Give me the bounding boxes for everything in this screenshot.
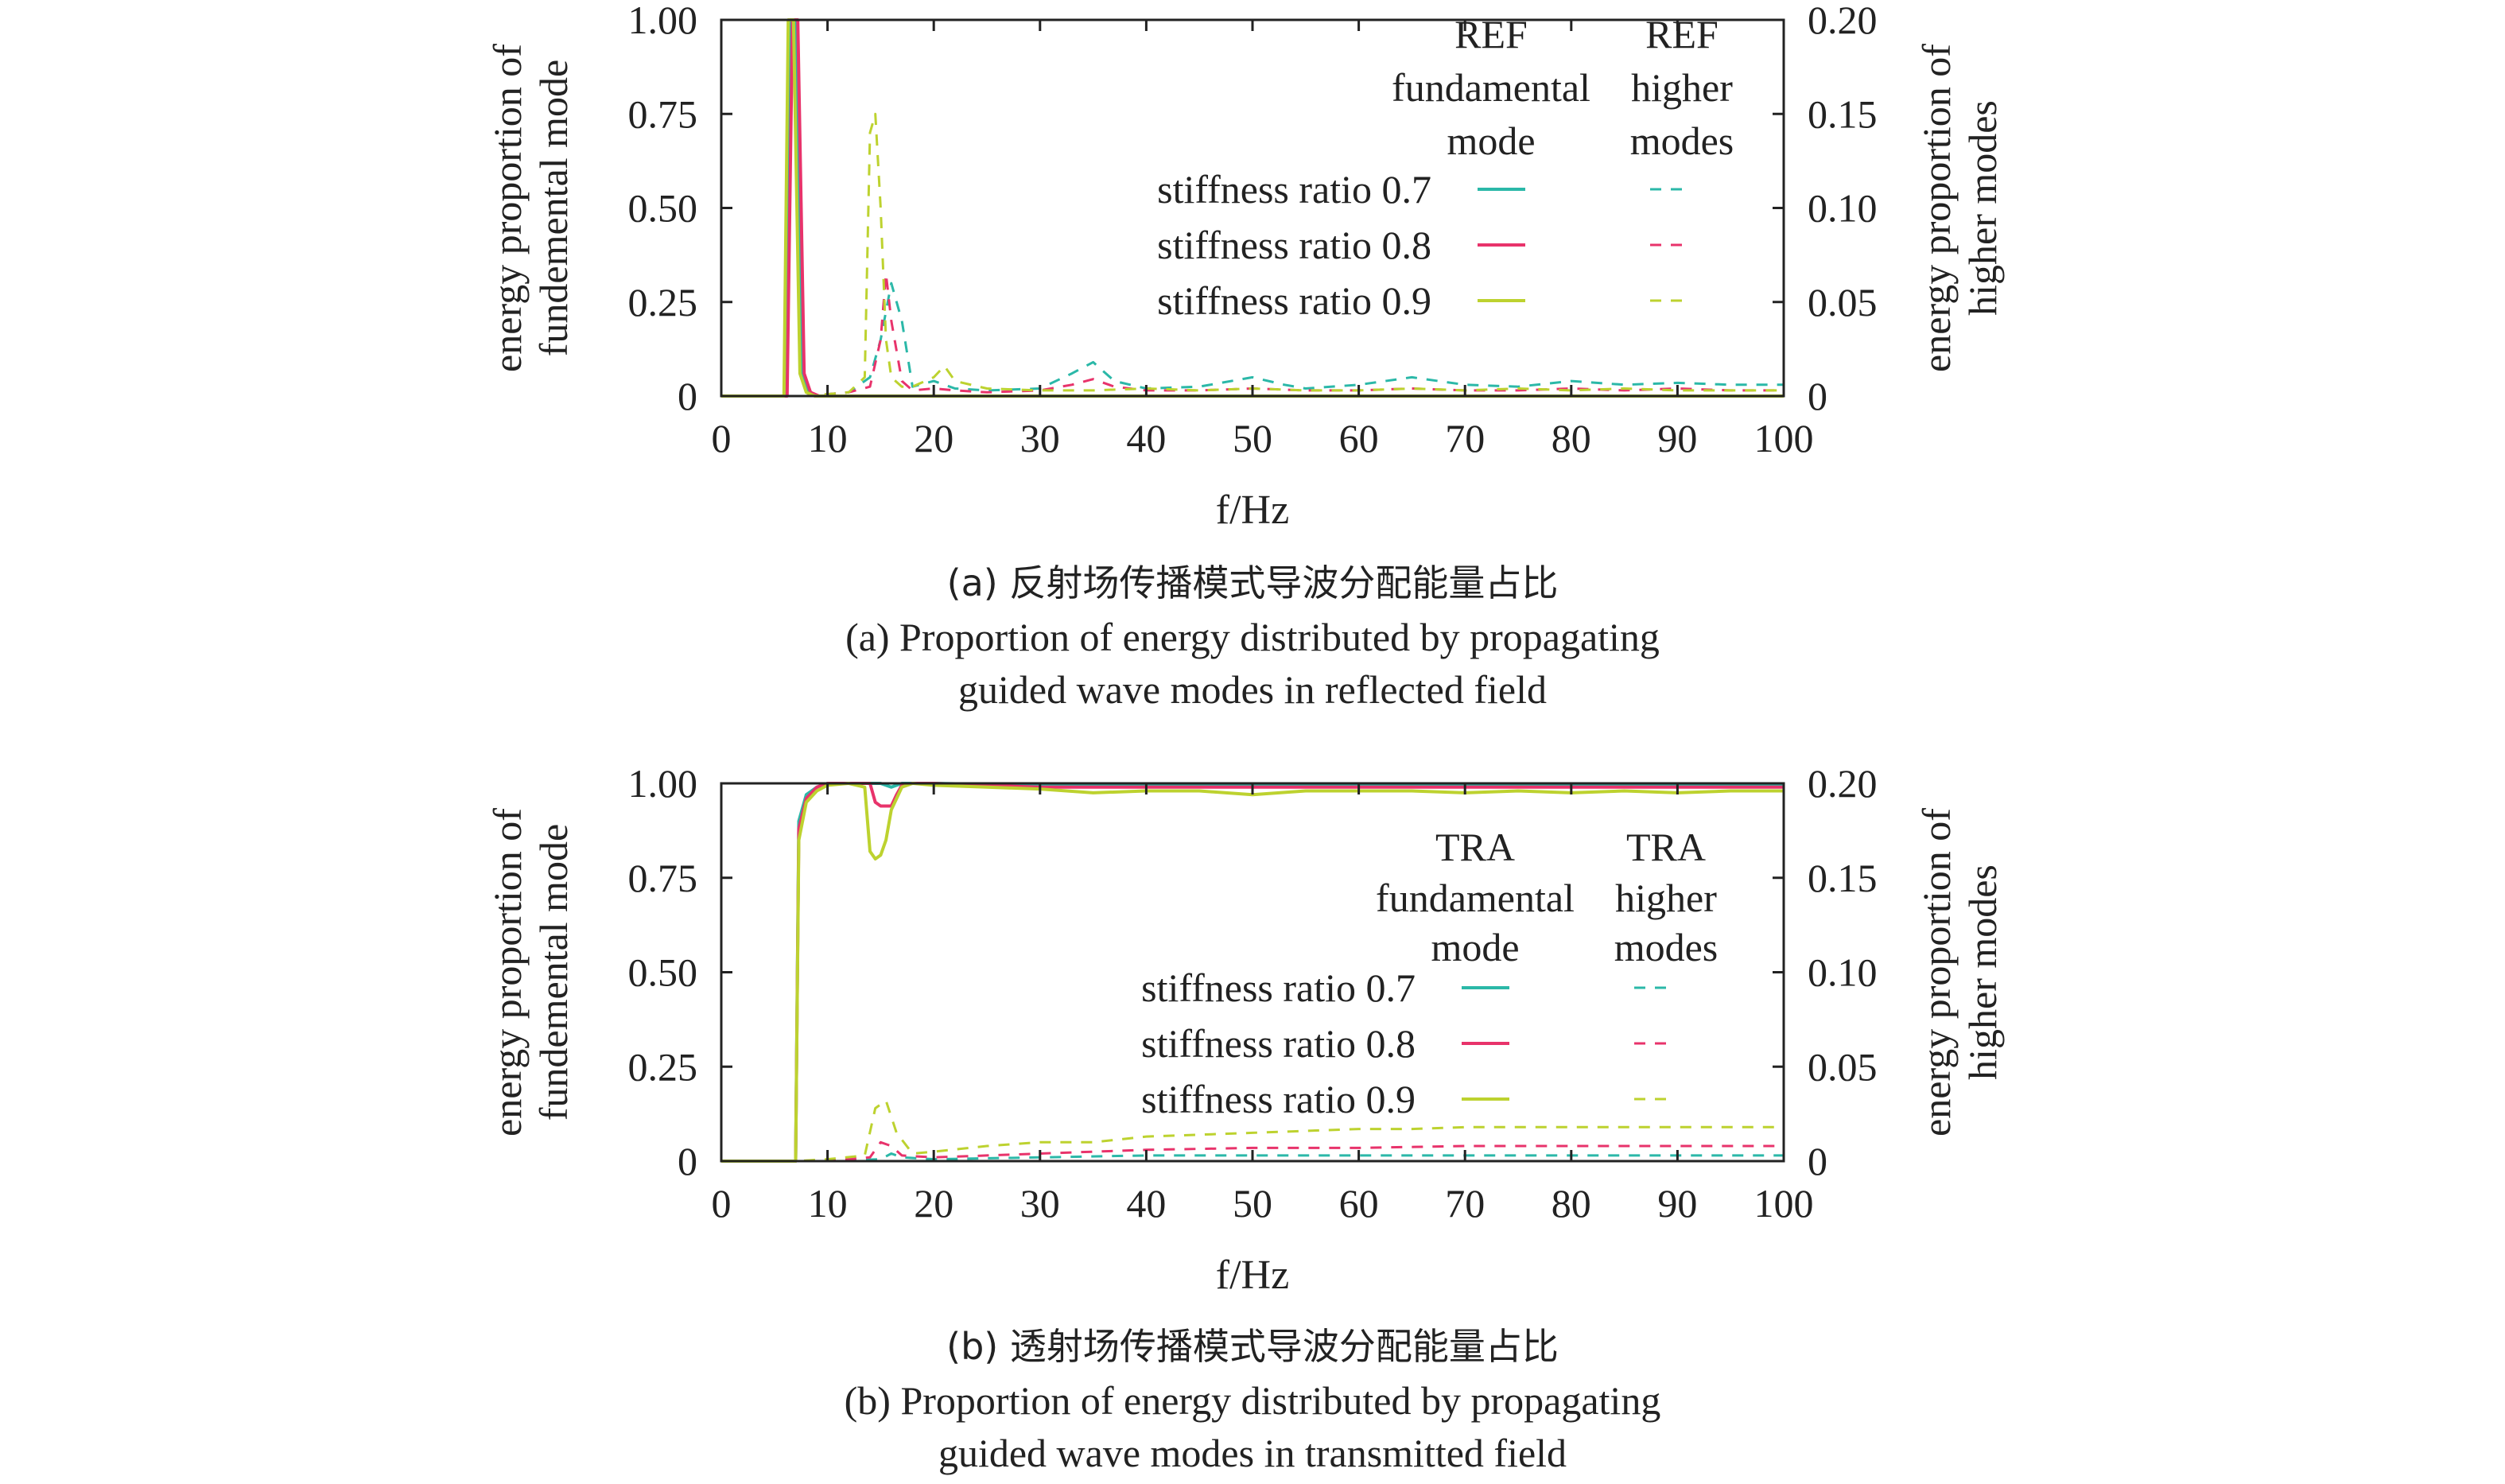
x-axis-label-b: f/Hz (1216, 1253, 1289, 1298)
x-tick-label-a-7: 70 (1445, 416, 1485, 460)
legend-a-label-1: stiffness ratio 0.8 (1157, 223, 1431, 267)
legend-a-fundamental-title-1: fundamental (1392, 65, 1590, 110)
legend-a-fundamental-title-2: mode (1447, 118, 1535, 163)
series-a-higher-0 (721, 282, 1784, 398)
series-a-fundamental-0 (721, 18, 1784, 398)
x-tick-label-a-6: 60 (1339, 416, 1379, 460)
x-tick-label-b-7: 70 (1445, 1181, 1485, 1226)
plot-frame-a (720, 18, 1785, 398)
legend-a-higher-title-1: higher (1631, 65, 1733, 110)
y-axis-label-right-b-1: higher modes (1960, 864, 2005, 1080)
y-tick-label-right-b-3: 0.15 (1808, 856, 1878, 900)
y-tick-label-right-b-0: 0 (1808, 1139, 1827, 1183)
legend-a-higher-title-0: REF (1645, 12, 1719, 56)
legend-a-label-2: stiffness ratio 0.9 (1157, 278, 1431, 323)
x-tick-label-b-9: 90 (1657, 1181, 1697, 1226)
y-axis-label-right-a-0: energy proportion of (1914, 44, 1959, 372)
y-tick-label-right-b-1: 0.05 (1808, 1044, 1878, 1089)
series-b-higher-1 (721, 1140, 1784, 1163)
x-tick-label-a-4: 40 (1126, 416, 1166, 460)
x-tick-label-b-2: 20 (914, 1181, 953, 1226)
y-axis-label-left-b-1: fundemental mode (531, 824, 576, 1121)
series-a-fundamental-1 (721, 18, 1784, 398)
caption-a-en-2: guided wave modes in reflected field (958, 667, 1547, 712)
series-b-fundamental-0 (721, 782, 1784, 1163)
y-tick-label-left-b-0: 0 (678, 1139, 697, 1183)
y-tick-label-right-b-4: 0.20 (1808, 761, 1878, 806)
x-tick-label-b-6: 60 (1339, 1181, 1379, 1226)
series-a-higher-1 (721, 272, 1784, 398)
legend-b-fundamental-title-0: TRA (1435, 825, 1515, 869)
x-tick-label-a-8: 80 (1552, 416, 1591, 460)
y-tick-label-right-a-1: 0.05 (1808, 280, 1878, 324)
x-tick-label-a-2: 20 (914, 416, 953, 460)
legend-b-label-0: stiffness ratio 0.7 (1141, 965, 1416, 1010)
y-tick-label-left-b-3: 0.75 (628, 856, 698, 900)
series-b-higher-0 (721, 1152, 1784, 1163)
legend-b-higher-title-1: higher (1615, 876, 1717, 920)
caption-a-zh: (a) 反射场传播模式导波分配能量占比 (946, 561, 1559, 604)
x-tick-label-b-0: 0 (712, 1181, 732, 1226)
caption-b-en-2: guided wave modes in transmitted field (938, 1431, 1567, 1475)
x-tick-label-b-8: 80 (1552, 1181, 1591, 1226)
y-tick-label-left-a-2: 0.50 (628, 186, 698, 231)
x-tick-label-b-1: 10 (808, 1181, 848, 1226)
x-tick-label-a-9: 90 (1657, 416, 1697, 460)
x-tick-label-a-5: 50 (1233, 416, 1272, 460)
y-tick-label-left-b-1: 0.25 (628, 1044, 698, 1089)
caption-b-zh: (b) 透射场传播模式导波分配能量占比 (946, 1325, 1559, 1368)
y-axis-label-left-a-1: fundemental mode (531, 60, 576, 357)
x-tick-label-b-3: 30 (1020, 1181, 1060, 1226)
y-axis-label-left-b-0: energy proportion of (485, 808, 530, 1136)
y-tick-label-left-b-2: 0.50 (628, 950, 698, 995)
x-tick-label-a-0: 0 (712, 416, 732, 460)
y-tick-label-right-a-2: 0.10 (1808, 186, 1878, 231)
y-axis-label-right-a-1: higher modes (1960, 100, 2005, 316)
legend-a-fundamental-title-0: REF (1454, 12, 1528, 56)
caption-a-en-1: (a) Proportion of energy distributed by … (845, 615, 1660, 659)
x-tick-label-a-1: 10 (808, 416, 848, 460)
y-tick-label-right-a-0: 0 (1808, 374, 1827, 418)
x-axis-label-a: f/Hz (1216, 488, 1289, 533)
y-tick-label-left-a-0: 0 (678, 374, 697, 418)
x-tick-label-a-10: 100 (1754, 416, 1814, 460)
legend-b-label-2: stiffness ratio 0.9 (1141, 1077, 1416, 1121)
y-tick-label-left-a-3: 0.75 (628, 91, 698, 136)
series-b-higher-2 (721, 1099, 1784, 1163)
caption-b-en-1: (b) Proportion of energy distributed by … (844, 1378, 1661, 1423)
plot-frame-b (720, 782, 1785, 1163)
series-a-fundamental-2 (721, 18, 1784, 398)
y-tick-label-right-a-3: 0.15 (1808, 91, 1878, 136)
legend-b-fundamental-title-2: mode (1431, 925, 1519, 969)
x-tick-label-b-10: 100 (1754, 1181, 1814, 1226)
y-axis-label-left-a-0: energy proportion of (485, 44, 530, 372)
x-tick-label-b-4: 40 (1126, 1181, 1166, 1226)
legend-a-label-0: stiffness ratio 0.7 (1157, 167, 1431, 212)
series-b-fundamental-2 (721, 782, 1784, 1163)
y-tick-label-right-a-4: 0.20 (1808, 0, 1878, 42)
legend-b-fundamental-title-1: fundamental (1376, 876, 1575, 920)
legend-a-higher-title-2: modes (1630, 118, 1734, 163)
y-axis-label-right-b-0: energy proportion of (1914, 808, 1959, 1136)
x-tick-label-b-5: 50 (1233, 1181, 1272, 1226)
series-b-fundamental-1 (721, 782, 1784, 1163)
y-tick-label-right-b-2: 0.10 (1808, 950, 1878, 995)
y-tick-label-left-a-1: 0.25 (628, 280, 698, 324)
y-tick-label-left-a-4: 1.00 (628, 0, 698, 42)
series-a-higher-2 (721, 112, 1784, 398)
x-tick-label-a-3: 30 (1020, 416, 1060, 460)
legend-b-higher-title-0: TRA (1626, 825, 1706, 869)
legend-b-higher-title-2: modes (1614, 925, 1719, 969)
legend-b-label-1: stiffness ratio 0.8 (1141, 1021, 1416, 1066)
y-tick-label-left-b-4: 1.00 (628, 761, 698, 806)
